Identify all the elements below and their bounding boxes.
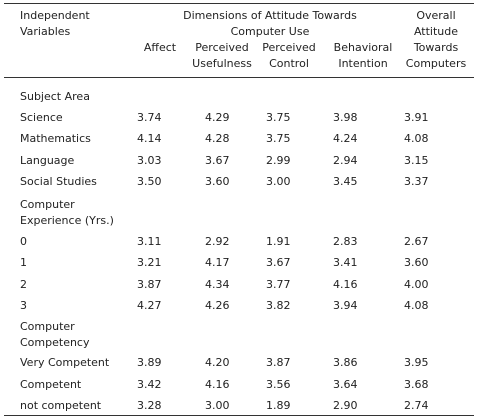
- cell: 2.90: [333, 399, 358, 412]
- cell: 4.08: [404, 299, 429, 312]
- cell: 3.91: [404, 111, 429, 124]
- cell: 4.17: [205, 256, 230, 269]
- row-label: Very Competent: [20, 356, 110, 369]
- cell: 4.14: [137, 132, 162, 145]
- cell: 3.82: [266, 299, 291, 312]
- row-label: Mathematics: [20, 132, 91, 145]
- cell: 3.56: [266, 378, 291, 391]
- cell: 3.28: [137, 399, 162, 412]
- cell: 3.50: [137, 175, 162, 188]
- cell: 3.74: [137, 111, 162, 124]
- cell: 3.15: [404, 154, 429, 167]
- cell: 3.37: [404, 175, 429, 188]
- cell: 2.67: [404, 235, 429, 248]
- cell: 3.75: [266, 111, 291, 124]
- cell: 3.64: [333, 378, 358, 391]
- cell: 3.60: [404, 256, 429, 269]
- section-label: Computer Competency: [20, 320, 90, 349]
- cell: 3.11: [137, 235, 162, 248]
- row-label: 0: [20, 235, 27, 248]
- cell: 4.00: [404, 278, 429, 291]
- cell: 3.95: [404, 356, 429, 369]
- header-dimensions: Dimensions of Attitude Towards Computer …: [183, 9, 357, 38]
- row-label: Social Studies: [20, 175, 97, 188]
- cell: 3.98: [333, 111, 358, 124]
- cell: 4.28: [205, 132, 230, 145]
- row-label: 3: [20, 299, 27, 312]
- section-label: Subject Area: [20, 90, 90, 103]
- row-label: not competent: [20, 399, 102, 412]
- cell: 1.91: [266, 235, 291, 248]
- column-header: Overall Attitude Towards Computers: [405, 9, 467, 70]
- cell: 4.16: [205, 378, 230, 391]
- cell: 4.34: [205, 278, 230, 291]
- cell: 4.26: [205, 299, 230, 312]
- cell: 2.99: [266, 154, 291, 167]
- cell: 4.08: [404, 132, 429, 145]
- cell: 3.87: [266, 356, 291, 369]
- cell: 4.27: [137, 299, 162, 312]
- cell: 1.89: [266, 399, 291, 412]
- cell: 2.94: [333, 154, 358, 167]
- cell: 4.20: [205, 356, 230, 369]
- column-header: Behavioral Intention: [333, 41, 393, 70]
- cell: 3.00: [266, 175, 291, 188]
- top-rule: [4, 3, 474, 4]
- header-independent: Independent Variables: [20, 9, 90, 38]
- cell: 3.03: [137, 154, 162, 167]
- column-header: Perceived Usefulness: [192, 41, 252, 70]
- cell: 3.87: [137, 278, 162, 291]
- bottom-rule: [4, 415, 474, 416]
- cell: 4.16: [333, 278, 358, 291]
- cell: 3.21: [137, 256, 162, 269]
- cell: 3.75: [266, 132, 291, 145]
- cell: 3.45: [333, 175, 358, 188]
- cell: 3.89: [137, 356, 162, 369]
- cell: 3.86: [333, 356, 358, 369]
- cell: 2.74: [404, 399, 429, 412]
- cell: 3.94: [333, 299, 358, 312]
- cell: 3.60: [205, 175, 230, 188]
- column-header: Affect: [143, 41, 177, 54]
- row-label: 2: [20, 278, 27, 291]
- cell: 3.67: [266, 256, 291, 269]
- cell: 2.83: [333, 235, 358, 248]
- section-label: Computer Experience (Yrs.): [20, 198, 114, 227]
- row-label: Language: [20, 154, 75, 167]
- cell: 3.67: [205, 154, 230, 167]
- column-header: Perceived Control: [262, 41, 316, 70]
- cell: 3.42: [137, 378, 162, 391]
- cell: 3.68: [404, 378, 429, 391]
- cell: 3.77: [266, 278, 291, 291]
- header-rule: [4, 77, 474, 78]
- cell: 4.29: [205, 111, 230, 124]
- row-label: 1: [20, 256, 27, 269]
- cell: 4.24: [333, 132, 358, 145]
- cell: 2.92: [205, 235, 230, 248]
- cell: 3.00: [205, 399, 230, 412]
- cell: 3.41: [333, 256, 358, 269]
- row-label: Competent: [20, 378, 82, 391]
- row-label: Science: [20, 111, 63, 124]
